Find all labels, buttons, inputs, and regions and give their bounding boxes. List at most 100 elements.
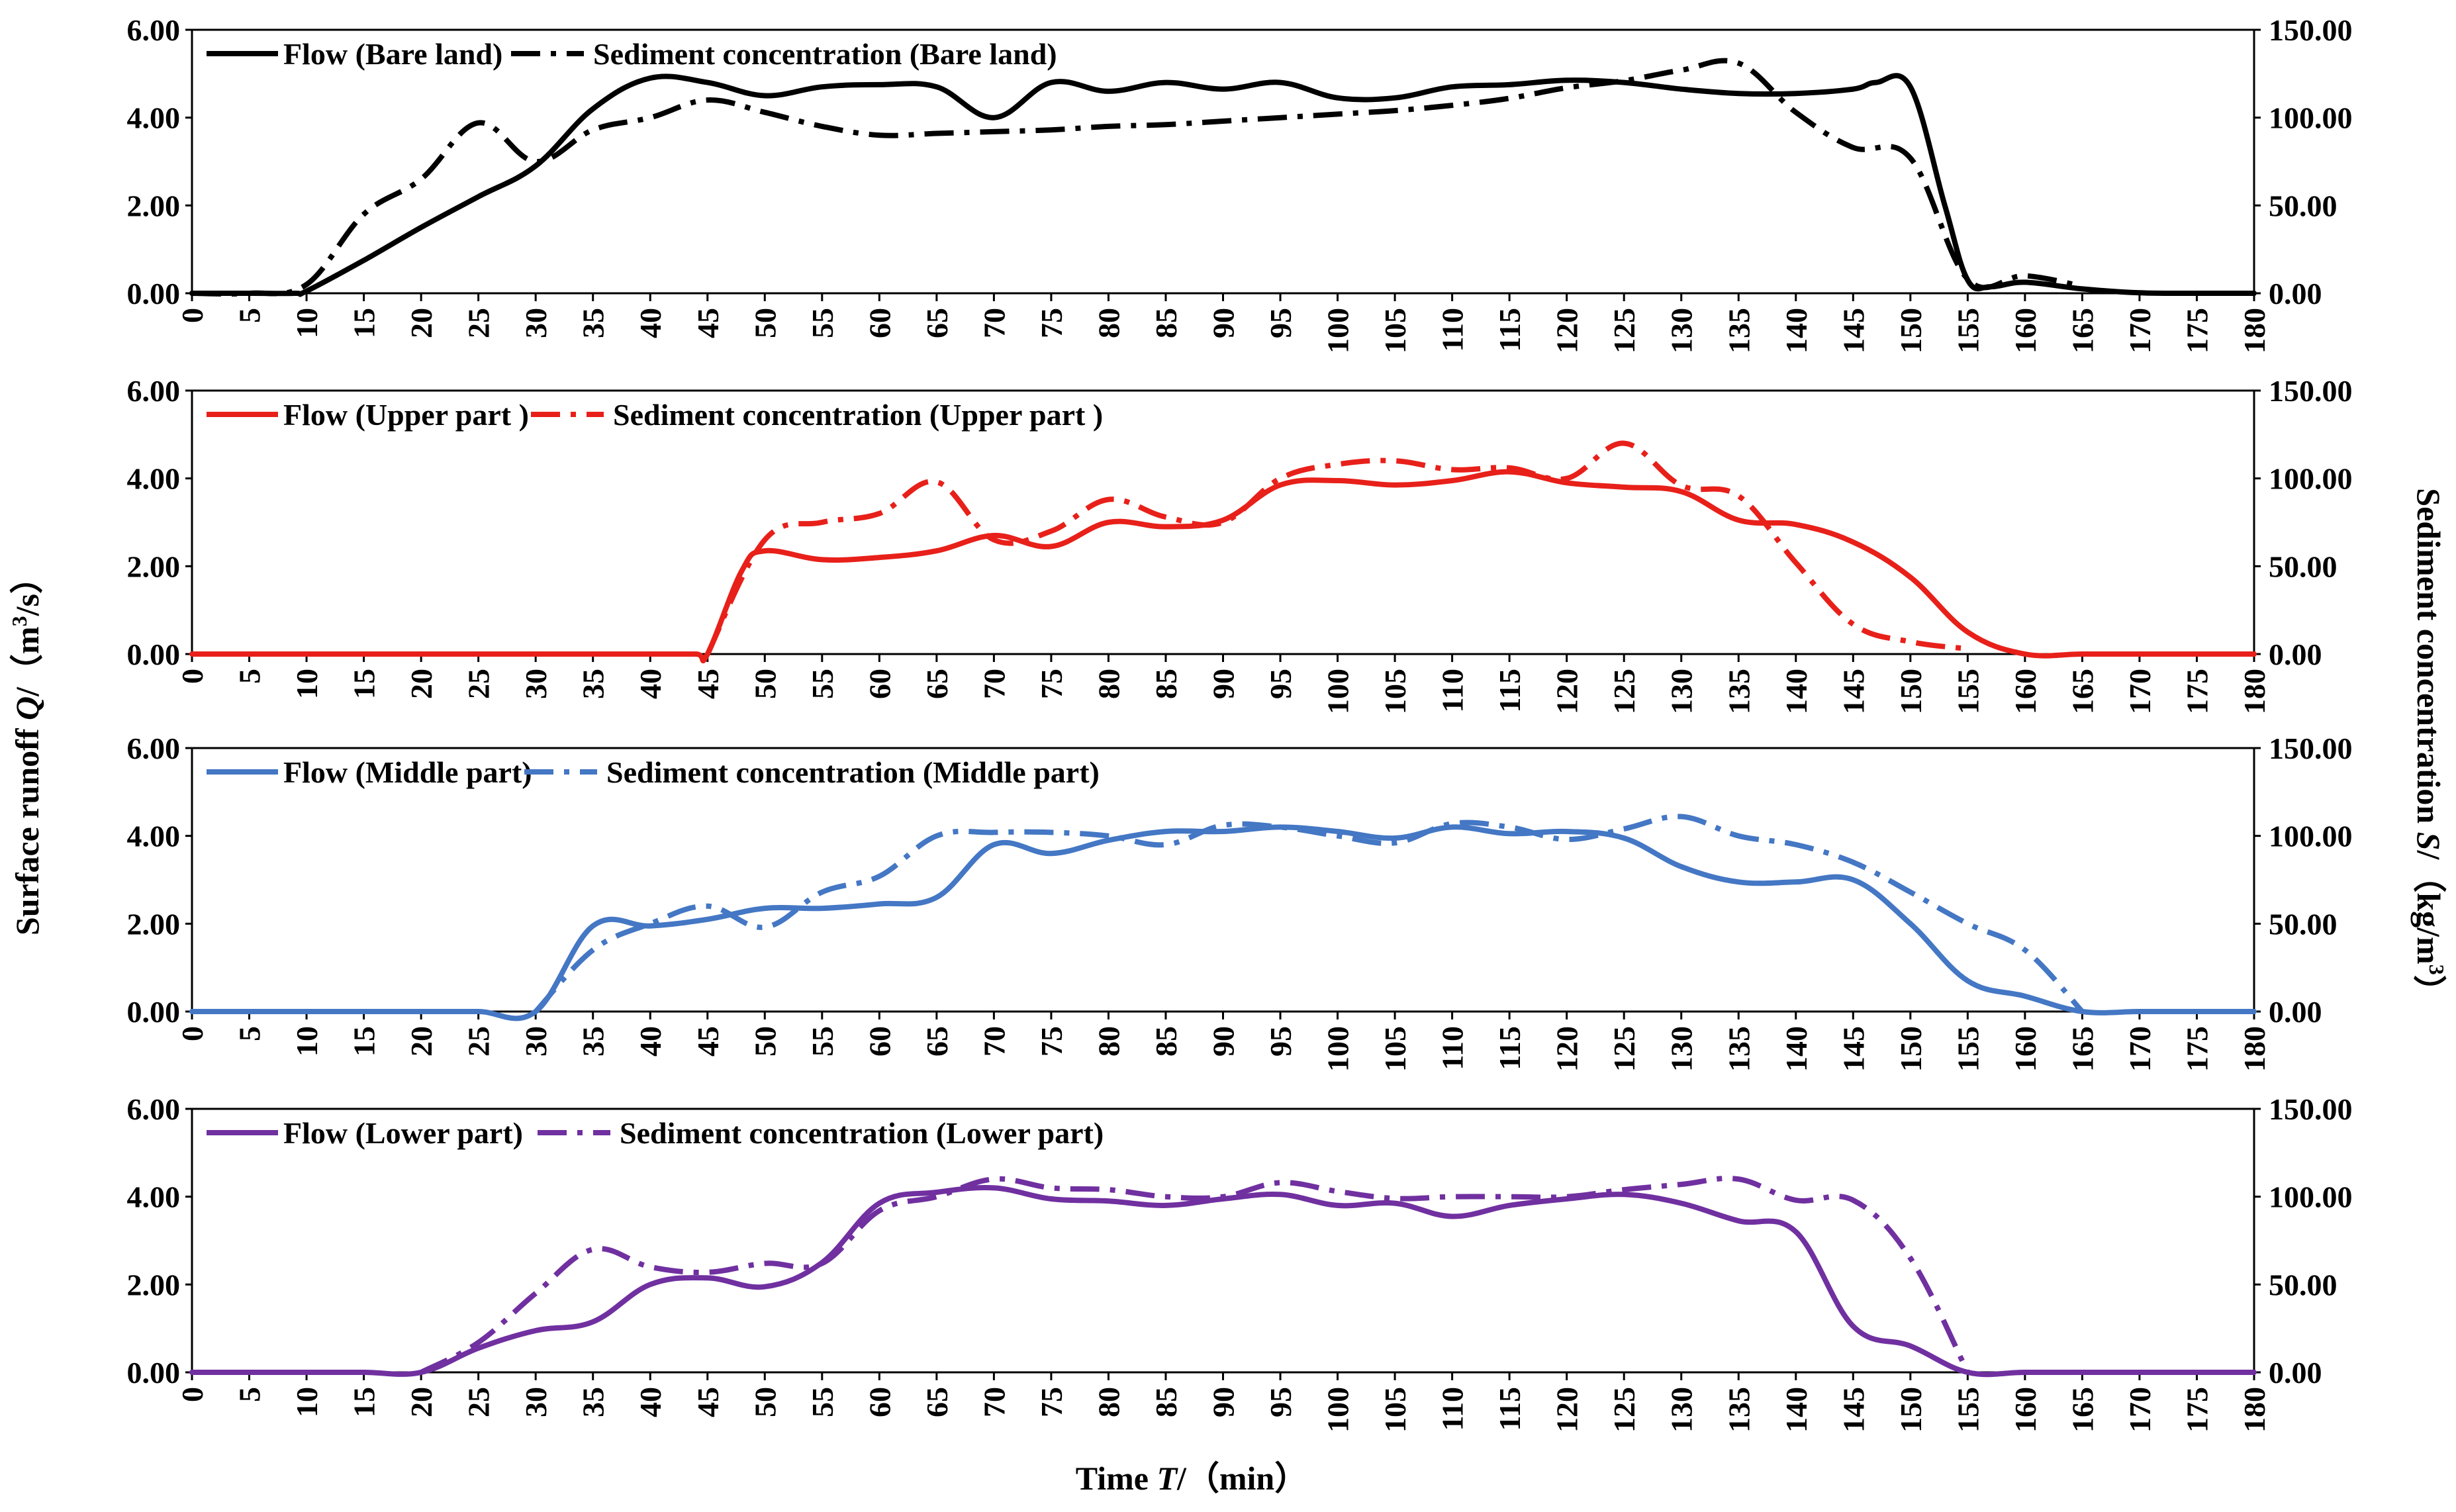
y-right-tick-label: 100.00 <box>2269 1180 2353 1214</box>
legend-sediment-label: Sediment concentration (Upper part ) <box>613 398 1103 432</box>
x-tick-label: 130 <box>1665 1387 1699 1433</box>
x-tick-label: 180 <box>2238 308 2271 354</box>
flow-line <box>189 469 2257 664</box>
y-left-tick-label: 0.00 <box>127 638 181 671</box>
x-tick-label: 115 <box>1493 1387 1527 1431</box>
panel-4: 0.00 2.00 4.00 6.00 0.00 50.00 100.00 150.00 0 5 1… <box>127 1092 2353 1433</box>
legend-flow-label: Flow (Lower part) <box>283 1116 523 1150</box>
x-tick-label: 55 <box>806 1026 839 1057</box>
x-tick-label: 0 <box>175 308 209 323</box>
sediment-line <box>420 1176 1970 1375</box>
y-axis-left-title: Surface runoff Q/（m3/s） <box>7 561 46 935</box>
x-tick-label: 0 <box>175 1026 209 1041</box>
x-tick-label: 105 <box>1378 1026 1412 1072</box>
y-right-tick-label: 150.00 <box>2269 1092 2353 1126</box>
x-tick-label: 60 <box>863 308 896 338</box>
x-tick-label: 5 <box>233 308 267 323</box>
x-tick-label: 180 <box>2238 1026 2271 1072</box>
sediment-line <box>705 440 1968 655</box>
legend-sediment-label: Sediment concentration (Lower part) <box>620 1116 1104 1150</box>
y-left-tick-label: 4.00 <box>127 1180 181 1214</box>
x-tick-label: 90 <box>1207 1026 1241 1057</box>
x-tick-label: 5 <box>233 1387 267 1402</box>
x-tick-label: 160 <box>2008 308 2042 354</box>
x-tick-label: 50 <box>748 1026 782 1057</box>
x-tick-label: 85 <box>1149 669 1183 699</box>
flow-line <box>189 1185 2257 1378</box>
x-tick-label: 175 <box>2180 1026 2214 1072</box>
x-tick-label: 65 <box>920 669 954 699</box>
x-tick-label: 15 <box>348 1387 381 1417</box>
x-tick-label: 170 <box>2123 1026 2157 1072</box>
x-tick-label: 180 <box>2238 669 2271 714</box>
x-tick-label: 85 <box>1149 1387 1183 1417</box>
x-tick-label: 60 <box>863 669 896 699</box>
legend-sediment-label: Sediment concentration (Bare land) <box>593 37 1057 71</box>
x-tick-label: 145 <box>1836 308 1870 354</box>
x-tick-label: 110 <box>1436 1026 1470 1070</box>
x-tick-label: 10 <box>290 669 324 699</box>
y-left-tick-label: 2.00 <box>127 907 181 941</box>
y-right-tick-label: 150.00 <box>2269 374 2353 408</box>
x-tick-label: 125 <box>1607 669 1641 714</box>
x-tick-label: 125 <box>1607 1387 1641 1433</box>
x-tick-label: 170 <box>2123 1387 2157 1433</box>
y-left-title-unit-b: /s） <box>9 561 46 616</box>
x-tick-label: 100 <box>1321 1026 1355 1072</box>
x-tick-label: 165 <box>2065 308 2099 354</box>
y-left-tick-label: 4.00 <box>127 101 181 135</box>
y-left-tick-label: 6.00 <box>127 13 181 47</box>
x-tick-label: 25 <box>462 1026 496 1057</box>
x-tick-label: 140 <box>1779 1387 1813 1433</box>
x-tick-label: 50 <box>748 308 782 338</box>
x-tick-label: 10 <box>290 308 324 338</box>
panel-2: 0.00 2.00 4.00 6.00 0.00 50.00 100.00 150.00 0 5 1… <box>127 374 2353 714</box>
x-tick-label: 155 <box>1951 669 1985 714</box>
x-tick-label: 40 <box>634 669 667 699</box>
x-tick-label: 170 <box>2123 308 2157 354</box>
x-tick-label: 55 <box>806 1387 839 1417</box>
legend-flow-label: Flow (Middle part) <box>283 755 532 789</box>
y-right-title-unit-a: /（kg/m <box>2410 849 2447 964</box>
x-tick-label: 65 <box>920 1026 954 1057</box>
y-right-tick-label: 150.00 <box>2269 13 2353 47</box>
x-tick-label: 50 <box>748 669 782 699</box>
x-tick-label: 125 <box>1607 1026 1641 1072</box>
x-tick-label: 145 <box>1836 669 1870 714</box>
x-tick-label: 80 <box>1092 669 1125 699</box>
x-tick-label: 165 <box>2065 1387 2099 1433</box>
y-right-tick-label: 50.00 <box>2269 549 2338 583</box>
x-tick-label: 65 <box>920 308 954 338</box>
y-left-title-unit-a: /（m <box>9 626 46 697</box>
x-tick-label: 125 <box>1607 308 1641 354</box>
x-tick-label: 80 <box>1092 308 1125 338</box>
y-left-title-prefix: Surface runoff <box>9 720 46 935</box>
x-tick-label: 165 <box>2065 669 2099 714</box>
x-tick-label: 160 <box>2008 669 2042 714</box>
x-tick-label: 55 <box>806 669 839 699</box>
x-tick-label: 45 <box>691 308 725 338</box>
x-tick-label: 145 <box>1836 1026 1870 1072</box>
x-tick-label: 135 <box>1722 1026 1756 1072</box>
y-right-tick-label: 0.00 <box>2269 638 2322 671</box>
y-right-tick-label: 50.00 <box>2269 1268 2338 1301</box>
x-tick-label: 100 <box>1321 308 1355 354</box>
x-tick-label: 70 <box>977 1387 1011 1417</box>
y-left-title-var: Q <box>9 696 46 720</box>
y-left-tick-label: 0.00 <box>127 277 181 310</box>
x-tick-label: 135 <box>1722 669 1756 714</box>
y-right-tick-label: 150.00 <box>2269 732 2353 765</box>
x-tick-label: 15 <box>348 308 381 338</box>
x-tick-label: 95 <box>1264 669 1298 699</box>
x-tick-label: 145 <box>1836 1387 1870 1433</box>
x-tick-label: 130 <box>1665 308 1699 354</box>
y-right-tick-label: 50.00 <box>2269 189 2338 222</box>
x-tick-label: 160 <box>2008 1026 2042 1072</box>
x-tick-label: 100 <box>1321 669 1355 714</box>
x-tick-label: 35 <box>577 1026 610 1057</box>
x-tick-label: 35 <box>577 1387 610 1417</box>
panel-1: 0.00 2.00 4.00 6.00 0.00 50.00 100.00 150.00 0 5 1… <box>127 13 2353 354</box>
panel-3: 0.00 2.00 4.00 6.00 0.00 50.00 100.00 150.00 0 5 1… <box>127 732 2353 1072</box>
x-tick-label: 30 <box>519 1026 553 1057</box>
x-tick-label: 80 <box>1092 1026 1125 1057</box>
